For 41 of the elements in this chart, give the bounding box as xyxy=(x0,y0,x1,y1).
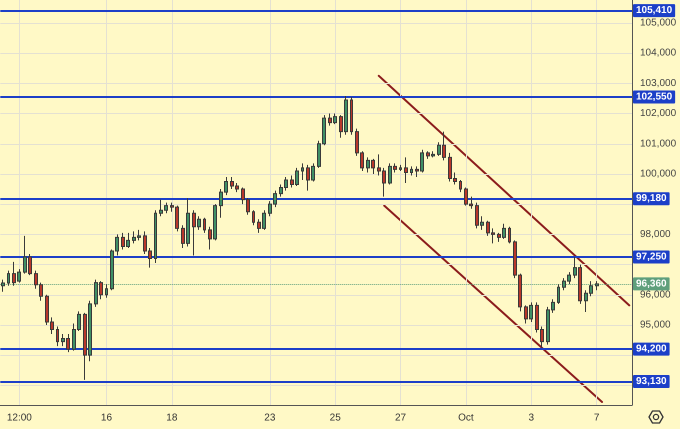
y-tick-label: 105,000 xyxy=(640,17,677,28)
x-tick-label: 25 xyxy=(330,412,342,424)
y-tick-label: 98,000 xyxy=(640,228,672,240)
candlestick xyxy=(459,180,462,193)
x-tick-label: 7 xyxy=(594,412,600,424)
y-tick-label: 100,000 xyxy=(640,168,677,180)
candlestick xyxy=(595,280,599,291)
x-tick-label: 27 xyxy=(394,412,407,424)
x-tick-label: Oct xyxy=(458,412,474,424)
candlestick xyxy=(7,270,10,286)
candlestick xyxy=(508,226,511,244)
candlestick xyxy=(410,166,413,176)
y-tick-label: 102,000 xyxy=(640,108,677,120)
candlestick xyxy=(350,96,353,136)
candlestick xyxy=(203,217,206,234)
y-tick-label: 104,000 xyxy=(640,48,677,59)
candlestick xyxy=(301,162,304,180)
candlestick xyxy=(404,156,408,184)
x-tick-label: 16 xyxy=(100,412,112,424)
y-tick-label: 96,000 xyxy=(640,289,672,300)
ref-line-label: 102,550 xyxy=(636,91,673,102)
ref-line-label: 94,200 xyxy=(636,344,668,355)
x-tick-label: 18 xyxy=(166,412,178,424)
ref-line-label: 96,360 xyxy=(636,278,668,290)
candlestick xyxy=(1,279,5,292)
y-tick-label: 95,000 xyxy=(640,319,672,330)
candlestick xyxy=(252,210,255,226)
ref-line-label: 97,250 xyxy=(636,252,668,263)
candlestick xyxy=(105,284,108,298)
candlestick xyxy=(399,164,402,172)
candlestick xyxy=(557,284,560,304)
y-tick-label: 101,000 xyxy=(640,138,677,150)
candlestick xyxy=(154,210,157,264)
x-tick-label: 23 xyxy=(264,412,276,424)
y-tick-label: 103,000 xyxy=(640,78,677,89)
x-tick-label: 12:00 xyxy=(6,412,32,424)
ref-line-label: 93,130 xyxy=(636,376,668,387)
x-tick-label: 3 xyxy=(528,412,534,424)
ref-line-label: 99,180 xyxy=(636,193,668,204)
ref-line-label: 105,410 xyxy=(636,5,673,16)
candlestick xyxy=(56,326,59,347)
